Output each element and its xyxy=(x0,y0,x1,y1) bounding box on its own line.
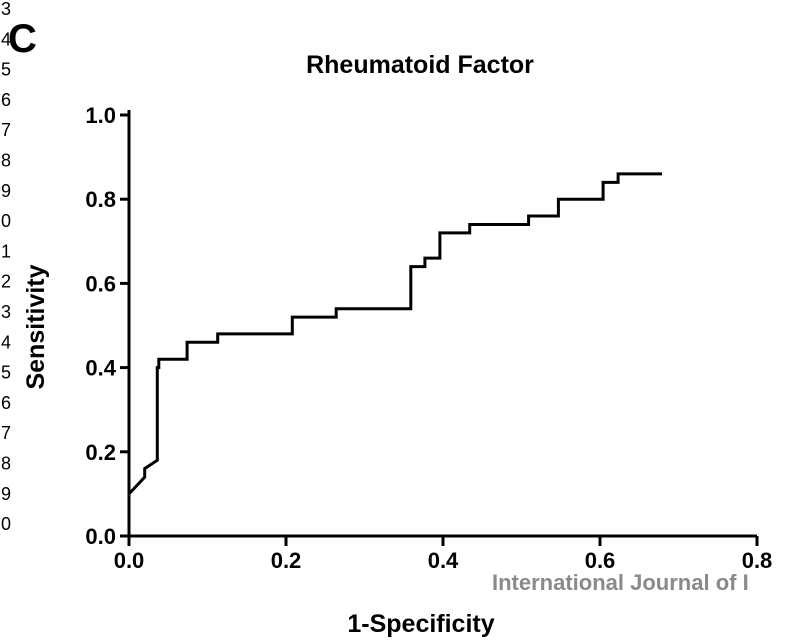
margin-line-number: 8 xyxy=(1,151,11,171)
roc-curve xyxy=(127,172,662,495)
margin-line-number: 6 xyxy=(1,393,11,413)
y-tick-label: 0.2 xyxy=(85,440,116,465)
x-tick-label: 0.8 xyxy=(742,548,773,573)
margin-line-number: 1 xyxy=(1,241,11,261)
x-axis-ticks: 0.0 0.2 0.4 0.6 0.8 xyxy=(114,536,773,573)
margin-line-number: 4 xyxy=(1,332,11,352)
margin-line-number: 5 xyxy=(1,363,11,383)
margin-line-number: 8 xyxy=(1,454,11,474)
y-tick-label: 0.4 xyxy=(85,356,116,381)
margin-line-number: 7 xyxy=(1,423,11,443)
x-axis-label: 1-Specificity xyxy=(347,610,494,638)
margin-line-number: 9 xyxy=(1,181,11,201)
x-tick-label: 0.6 xyxy=(585,548,616,573)
margin-line-number: 0 xyxy=(1,211,11,231)
chart-title: Rheumatoid Factor xyxy=(306,51,534,79)
x-tick-label: 0.4 xyxy=(428,548,459,573)
y-tick-label: 0.6 xyxy=(85,271,116,296)
panel-label: C xyxy=(8,17,37,61)
margin-line-number: 3 xyxy=(1,0,11,19)
margin-line-number: 7 xyxy=(1,120,11,140)
y-axis-label: Sensitivity xyxy=(22,264,50,389)
margin-line-number: 4 xyxy=(1,29,11,49)
margin-line-number: 9 xyxy=(1,484,11,504)
margin-line-number: 5 xyxy=(1,60,11,80)
margin-line-number: 2 xyxy=(1,272,11,292)
journal-watermark: International Journal of I xyxy=(492,570,749,595)
margin-line-numbers: 3 4 5 6 7 8 9 0 1 2 3 4 5 6 7 8 9 0 xyxy=(1,0,11,534)
y-tick-label: 0.0 xyxy=(85,524,116,549)
y-tick-label: 1.0 xyxy=(85,103,116,128)
margin-line-number: 6 xyxy=(1,90,11,110)
x-tick-label: 0.2 xyxy=(271,548,302,573)
y-tick-label: 0.8 xyxy=(85,187,116,212)
margin-line-number: 3 xyxy=(1,302,11,322)
x-tick-label: 0.0 xyxy=(114,548,145,573)
y-axis-ticks: 0.0 0.2 0.4 0.6 0.8 1.0 xyxy=(85,103,129,549)
margin-line-number: 0 xyxy=(1,514,11,534)
